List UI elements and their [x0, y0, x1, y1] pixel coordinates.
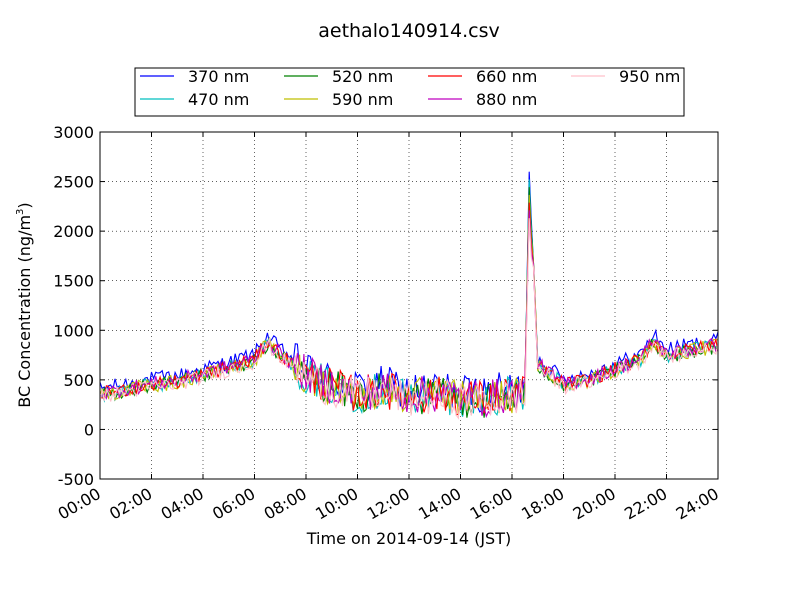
- y-tick-label: 1000: [53, 321, 94, 340]
- y-tick-label: 1500: [53, 272, 94, 291]
- x-tick-label: 22:00: [621, 484, 670, 524]
- y-tick-label: 500: [63, 371, 94, 390]
- legend-label: 520 nm: [332, 67, 393, 86]
- legend-label: 470 nm: [188, 90, 249, 109]
- x-tick-label: 12:00: [364, 484, 413, 524]
- chart-title: aethalo140914.csv: [318, 20, 500, 42]
- legend-label: 950 nm: [619, 67, 680, 86]
- x-tick-label: 02:00: [106, 484, 155, 524]
- y-tick-label: 0: [84, 420, 94, 439]
- x-tick-label: 18:00: [518, 484, 567, 524]
- x-tick-labels: 00:00 02:00 04:00 06:00 08:00 10:00 12:00 14:00…: [55, 484, 722, 524]
- x-tick-label: 10:00: [312, 484, 361, 524]
- series-line: [99, 218, 719, 420]
- x-tick-label: 08:00: [261, 484, 310, 524]
- x-tick-label: 06:00: [209, 484, 258, 524]
- legend-label: 880 nm: [476, 90, 537, 109]
- x-tick-label: 14:00: [415, 484, 464, 524]
- legend-label: 660 nm: [476, 67, 537, 86]
- x-axis-label: Time on 2014-09-14 (JST): [306, 529, 511, 548]
- series-lines: [99, 171, 719, 420]
- x-tick-label: 20:00: [570, 484, 619, 524]
- y-tick-label: 3000: [53, 123, 94, 142]
- grid: [99, 131, 719, 480]
- x-tick-label: 00:00: [55, 484, 104, 524]
- legend-box: [134, 67, 685, 117]
- series-line: [99, 210, 719, 419]
- legend: 370 nm 470 nm 520 nm 590 nm 660 nm 880 nm 950 …: [134, 67, 685, 117]
- legend-label: 590 nm: [332, 90, 393, 109]
- y-axis-label: BC Concentration (ng/m3): [15, 202, 34, 407]
- y-tick-label: -500: [58, 470, 94, 489]
- y-tick-label: 2500: [53, 173, 94, 192]
- legend-label: 370 nm: [188, 67, 249, 86]
- x-tick-label: 16:00: [467, 484, 516, 524]
- x-tick-label: 04:00: [158, 484, 207, 524]
- axis-ticks: [99, 131, 719, 480]
- x-tick-label: 24:00: [673, 484, 722, 524]
- y-tick-label: 2000: [53, 222, 94, 241]
- y-tick-labels: -500 0 500 1000 1500 2000 2500 3000: [53, 123, 94, 489]
